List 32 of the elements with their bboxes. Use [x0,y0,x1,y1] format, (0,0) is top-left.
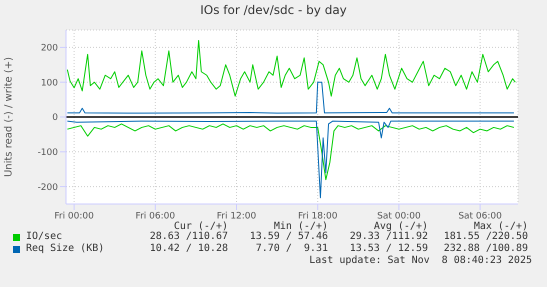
x-tick-label: Fri 18:00 [298,211,338,222]
x-tick-label: Sat 00:00 [377,211,421,222]
text: 29.33 /111.92 [348,231,428,242]
line-series [66,120,514,198]
text: Max (-/+) [474,221,528,232]
y-tick-label: 0 [52,113,58,124]
text: Last update: Sat Nov 8 08:40:23 2025 [309,255,532,266]
x-tick-label: Fri 06:00 [136,211,176,222]
text: 13.59 / 57.46 [248,231,328,242]
x-tick-label: Fri 00:00 [54,211,94,222]
text: 232.88 /100.89 [442,243,528,254]
y-tick-label: -100 [38,148,58,158]
line-series [66,40,516,97]
text: 13.53 / 12.59 [348,243,428,254]
text: Cur (-/+) [174,221,228,232]
text: 7.70 / 9.31 [254,243,328,254]
line-series [66,82,514,114]
text: Avg (-/+) [374,221,428,232]
x-tick-label: Fri 12:00 [216,211,257,222]
y-tick-label: -200 [38,182,58,193]
y-tick-label: 100 [40,78,58,88]
legend-label: Req Size (KB) [26,243,104,254]
y-axis-title: Units read (-) / write (+) [4,56,15,178]
text: Min (-/+) [274,221,328,232]
text: 28.63 /110.67 [148,231,228,242]
text: 10.42 / 10.28 [148,243,228,254]
line-series [66,123,514,180]
chart-title: IOs for /dev/sdc - by day [199,3,348,17]
y-tick-label: 200 [40,44,58,54]
legend-label: IO/sec [26,231,62,242]
x-tick-label: Sat 06:00 [458,211,502,222]
text: 181.55 /220.50 [442,231,528,242]
